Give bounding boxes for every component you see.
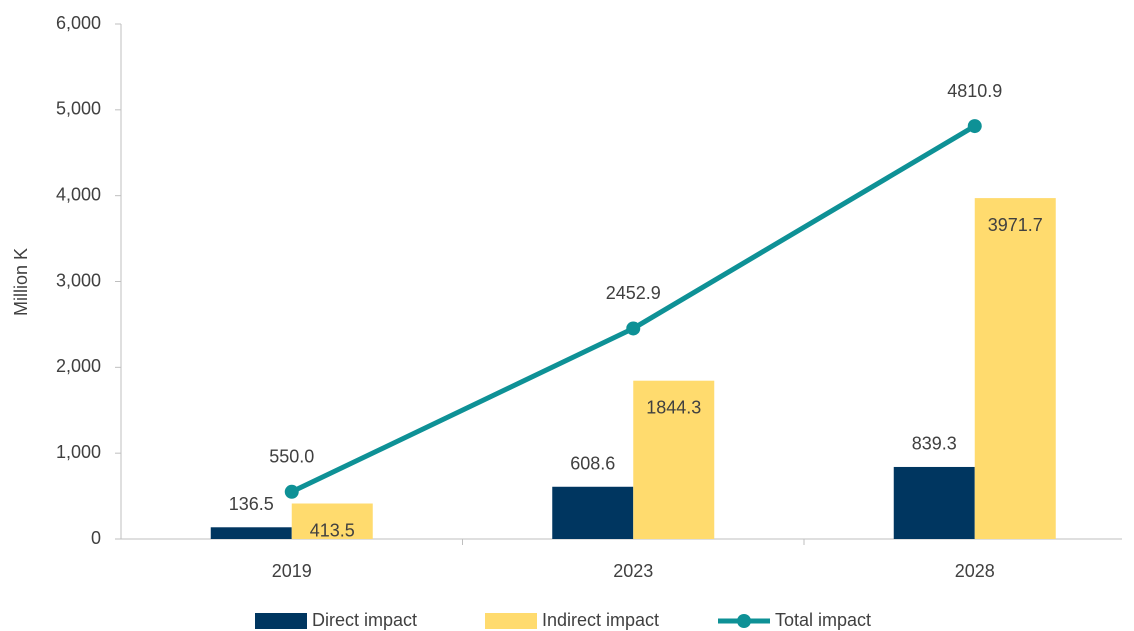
- legend-swatch: [255, 613, 307, 629]
- x-tick-label: 2019: [272, 561, 312, 581]
- data-label: 2452.9: [606, 283, 661, 303]
- bar: [210, 527, 292, 539]
- legend-marker: [737, 614, 751, 628]
- x-tick-label: 2028: [955, 561, 995, 581]
- data-label: 550.0: [269, 447, 314, 467]
- bar: [633, 380, 715, 539]
- data-label: 413.5: [310, 520, 355, 540]
- data-label: 136.5: [229, 494, 274, 514]
- y-tick-label: 4,000: [56, 184, 101, 204]
- x-tick-label: 2023: [613, 561, 653, 581]
- legend-label: Indirect impact: [542, 610, 659, 630]
- data-label: 4810.9: [947, 81, 1002, 101]
- data-label: 608.6: [570, 454, 615, 474]
- y-tick-label: 1,000: [56, 442, 101, 462]
- legend-label: Total impact: [775, 610, 871, 630]
- data-label: 3971.7: [988, 215, 1043, 235]
- bar: [893, 466, 975, 539]
- legend-swatch: [485, 613, 537, 629]
- y-tick-label: 3,000: [56, 270, 101, 290]
- y-axis-label: Million K: [11, 248, 31, 316]
- data-label: 839.3: [912, 434, 957, 454]
- y-tick-label: 2,000: [56, 356, 101, 376]
- data-label: 1844.3: [646, 397, 701, 417]
- line-marker: [967, 119, 982, 134]
- y-tick-label: 5,000: [56, 99, 101, 119]
- line-marker: [284, 484, 299, 499]
- line-marker: [626, 321, 641, 336]
- y-tick-label: 6,000: [56, 13, 101, 33]
- bar: [291, 503, 373, 539]
- bar: [974, 198, 1056, 539]
- legend-label: Direct impact: [312, 610, 417, 630]
- bar: [552, 486, 634, 539]
- y-tick-label: 0: [91, 528, 101, 548]
